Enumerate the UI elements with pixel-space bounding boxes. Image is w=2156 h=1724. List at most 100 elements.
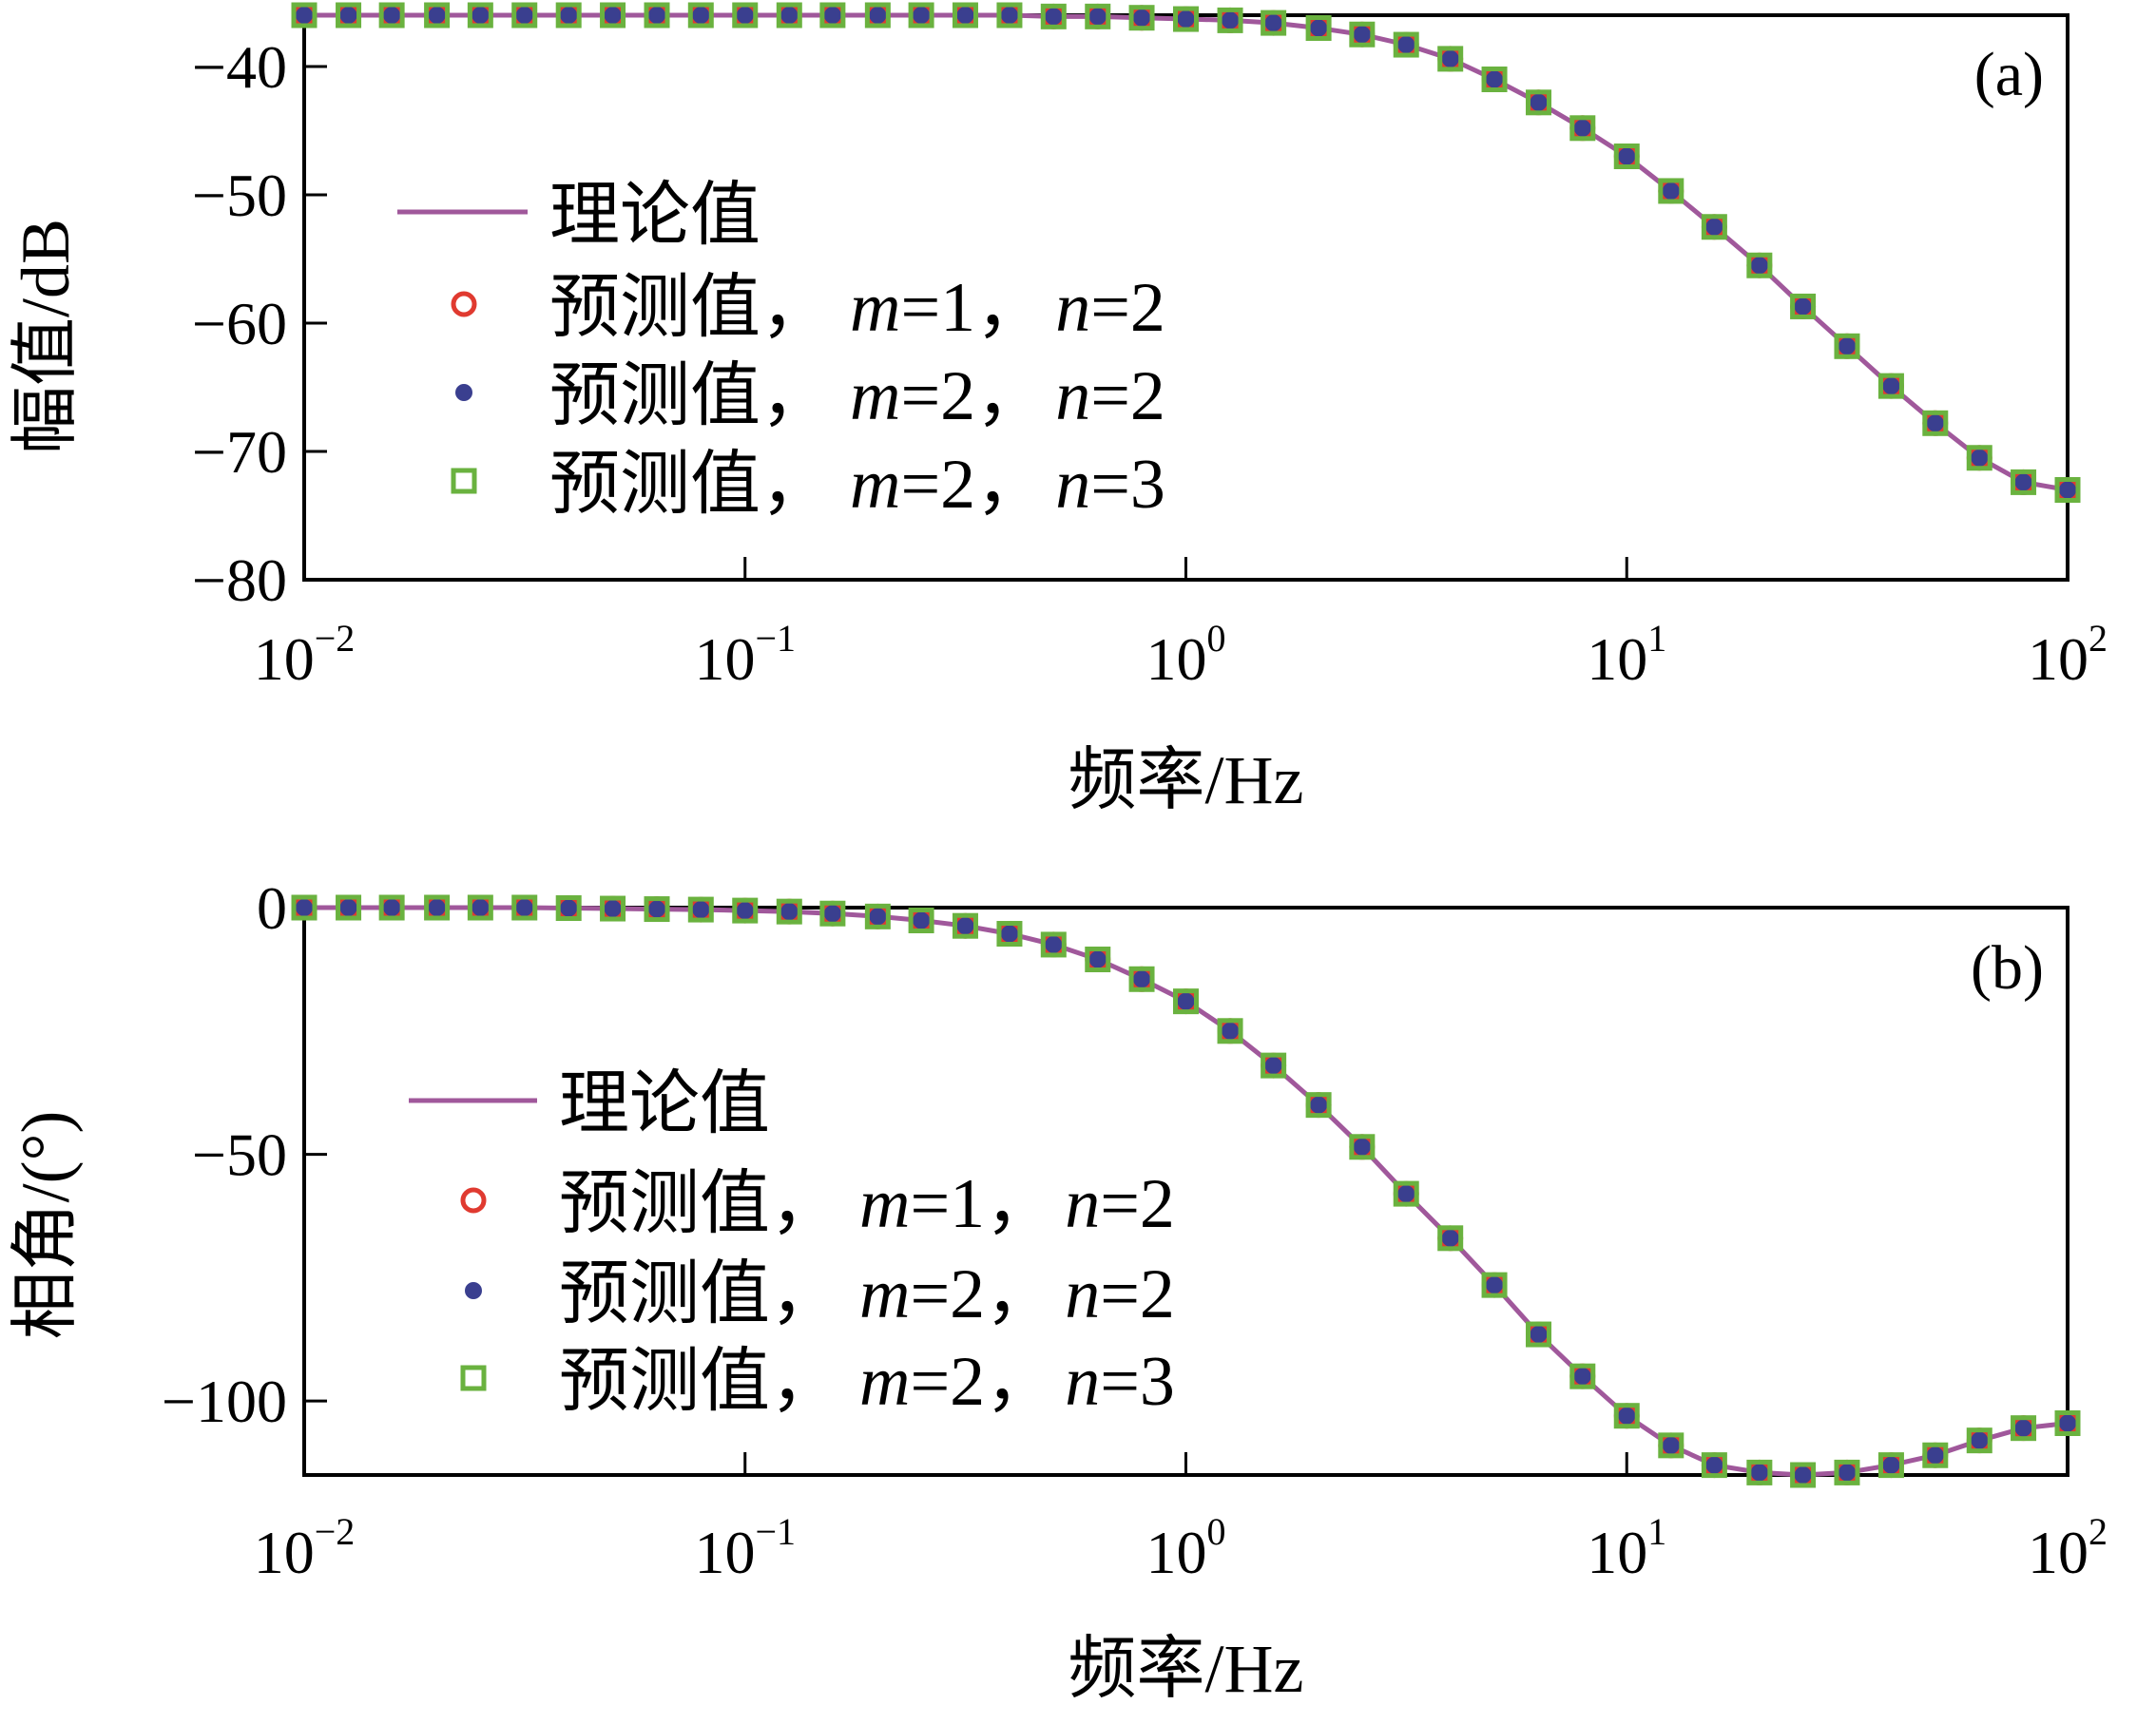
data-point-square [1128, 966, 1155, 992]
x-tick-exponent: 0 [1207, 1510, 1226, 1553]
legend-m-value: =1， [900, 269, 1046, 347]
x-tick-label: 10−1 [694, 617, 796, 693]
data-point-dot [1177, 992, 1195, 1010]
series-square [291, 2, 2081, 503]
x-tick-label: 102 [2028, 1510, 2108, 1586]
data-point-dot [604, 900, 622, 918]
legend-label-prefix: 预测值， [559, 1165, 840, 1243]
data-point-square [1658, 178, 1684, 204]
data-point-dot [1133, 9, 1151, 27]
data-point-square [1834, 333, 1860, 359]
data-point-square [819, 900, 846, 927]
y-tick-label: −60 [192, 290, 287, 357]
data-point-dot [296, 7, 313, 24]
data-point-dot [560, 7, 578, 24]
data-point-square [600, 2, 626, 29]
legend-label: 预测值， m=2， n=3 [549, 446, 1165, 524]
legend-label-prefix: 预测值， [559, 1255, 840, 1333]
panel-b: 10−2 10−1 100 101 1020−50−100频率/Hz相角/(°)(b)理… [8, 874, 2108, 1707]
data-point-square [2011, 1415, 2037, 1442]
legend-n-value: =2 [1100, 1255, 1175, 1333]
data-point-dot [1794, 297, 1812, 316]
data-point-dot [1088, 950, 1107, 968]
data-point-square [1790, 293, 1817, 319]
legend-label: 预测值， m=1， n=2 [559, 1165, 1175, 1243]
legend-label-prefix: 理论值 [559, 1065, 770, 1143]
legend-marker-dot [465, 1282, 482, 1299]
panel-a: 10−2 10−1 100 101 102−40−50−60−70−80频率/Hz幅值/… [8, 2, 2108, 818]
x-tick-exponent: 0 [1207, 617, 1226, 660]
y-tick-label: 0 [257, 874, 287, 942]
data-point-square [1393, 31, 1419, 58]
legend-m-value: =2， [910, 1343, 1055, 1421]
x-tick-exponent: −2 [315, 1510, 356, 1553]
legend-marker-dot [455, 384, 472, 401]
x-tick-label: 100 [1146, 1510, 1226, 1586]
legend-m-value: =2， [900, 446, 1046, 524]
data-point-dot [648, 7, 666, 24]
x-tick-exponent: −1 [755, 1510, 796, 1553]
x-tick-exponent: −1 [755, 617, 796, 660]
data-point-dot [2014, 1419, 2032, 1437]
x-tick-exponent: 2 [2089, 1510, 2108, 1553]
data-point-dot [515, 899, 533, 916]
data-point-square [1217, 1018, 1243, 1044]
data-point-dot [1310, 19, 1328, 37]
y-tick-label: −40 [192, 33, 287, 101]
legend-n-value: =3 [1100, 1343, 1175, 1421]
data-point-dot [1088, 8, 1107, 26]
data-point-square [952, 2, 978, 29]
data-point-square [2054, 1409, 2081, 1436]
data-point-square [644, 2, 670, 29]
data-point-square [644, 896, 670, 923]
data-point-dot [1750, 257, 1768, 275]
data-point-square [1305, 15, 1332, 41]
data-point-square [687, 896, 714, 923]
data-point-dot [780, 903, 799, 921]
y-tick-label: −50 [192, 1121, 287, 1189]
data-point-dot [1705, 218, 1723, 236]
data-point-square [996, 921, 1023, 948]
data-point-dot [1926, 1446, 1944, 1465]
data-point-square [1966, 445, 1992, 471]
data-point-square [1437, 1225, 1464, 1252]
data-point-dot [1045, 935, 1063, 953]
data-point-square [1613, 1403, 1640, 1429]
data-point-square [1173, 6, 1199, 32]
y-axis-title: 相角/(°) [8, 1111, 84, 1340]
data-point-square [511, 894, 538, 921]
data-point-dot [1662, 1436, 1680, 1454]
x-axis-title: 频率/Hz [1068, 1631, 1304, 1707]
x-tick-label: 10−2 [254, 617, 356, 693]
legend-n-value: =3 [1090, 446, 1165, 524]
x-tick-base: 10 [1146, 625, 1207, 693]
legend-entry: 预测值， m=2， n=3 [451, 446, 1165, 524]
x-tick-base: 10 [1587, 625, 1647, 693]
data-point-dot [515, 7, 533, 24]
series-square [291, 894, 2081, 1488]
data-point-square [1437, 46, 1464, 72]
series-dot [296, 7, 2076, 499]
data-point-square [1349, 1134, 1376, 1160]
data-point-dot [1882, 1456, 1900, 1474]
data-point-dot [692, 901, 710, 919]
data-point-square [600, 895, 626, 922]
data-point-square [1922, 410, 1949, 436]
data-point-dot [780, 7, 799, 24]
data-point-square [1922, 1442, 1949, 1468]
data-point-dot [956, 7, 974, 24]
x-tick-base: 10 [254, 1519, 315, 1586]
data-point-square [1173, 988, 1199, 1015]
data-point-square [1128, 5, 1155, 31]
data-point-square [1040, 3, 1067, 29]
data-point-square [336, 2, 362, 29]
data-point-square [776, 2, 802, 29]
x-tick-label: 10−2 [254, 1510, 356, 1586]
legend-n-value: =2 [1090, 357, 1165, 435]
legend-entry: 预测值， m=1， n=2 [460, 1165, 1175, 1243]
legend-n-symbol: n [1055, 357, 1090, 435]
data-point-dot [1794, 1466, 1812, 1484]
legend-label: 预测值， m=2， n=3 [559, 1343, 1175, 1421]
